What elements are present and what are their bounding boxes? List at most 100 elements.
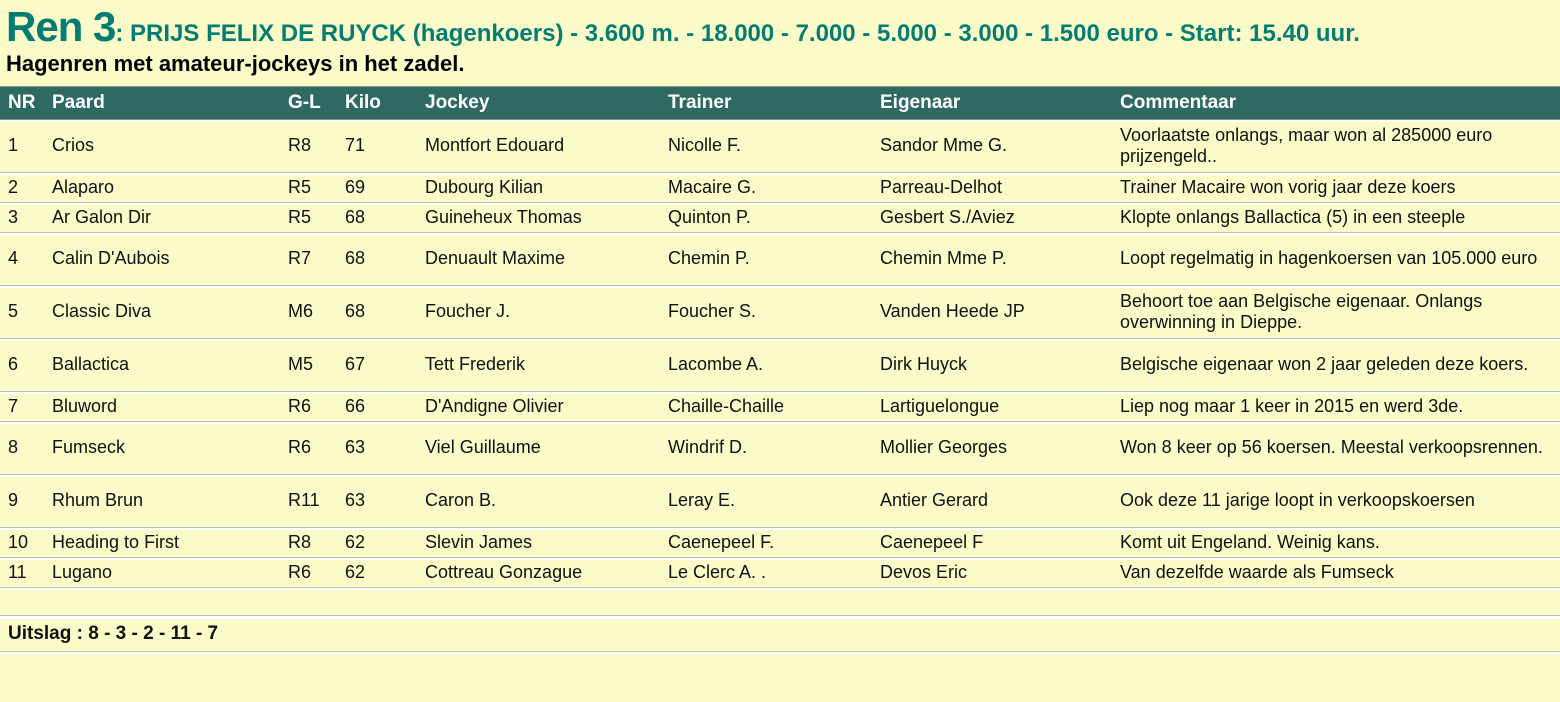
cell-nr: 7 xyxy=(0,391,44,422)
cell-paard: Crios xyxy=(44,119,280,173)
column-header-gl: G-L xyxy=(280,85,337,120)
cell-trainer: Quinton P. xyxy=(660,202,872,233)
table-row: 11 Lugano R6 62 Cottreau Gonzague Le Cle… xyxy=(0,557,1560,588)
cell-eigenaar: Devos Eric xyxy=(872,557,1112,588)
cell-eigenaar: Lartiguelongue xyxy=(872,391,1112,422)
cell-kilo: 68 xyxy=(337,285,417,339)
racecard-table: NR Paard G-L Kilo Jockey Trainer Eigenaa… xyxy=(0,85,1560,662)
table-row: 3 Ar Galon Dir R5 68 Guineheux Thomas Qu… xyxy=(0,202,1560,233)
cell-jockey: Montfort Edouard xyxy=(417,119,660,173)
cell-eigenaar: Gesbert S./Aviez xyxy=(872,202,1112,233)
cell-kilo: 62 xyxy=(337,557,417,588)
cell-nr: 1 xyxy=(0,119,44,173)
cell-kilo: 68 xyxy=(337,232,417,286)
cell-nr: 8 xyxy=(0,421,44,475)
cell-paard: Rhum Brun xyxy=(44,474,280,528)
cell-kilo: 66 xyxy=(337,391,417,422)
result-label: Uitslag : 8 - 3 - 2 - 11 - 7 xyxy=(0,615,1560,652)
cell-gl: R8 xyxy=(280,119,337,173)
table-row: 5 Classic Diva M6 68 Foucher J. Foucher … xyxy=(0,285,1560,339)
cell-paard: Lugano xyxy=(44,557,280,588)
table-row: 2 Alaparo R5 69 Dubourg Kilian Macaire G… xyxy=(0,172,1560,203)
race-number-label: Ren 3 xyxy=(6,3,116,50)
cell-paard: Ar Galon Dir xyxy=(44,202,280,233)
cell-jockey: Denuault Maxime xyxy=(417,232,660,286)
cell-gl: R7 xyxy=(280,232,337,286)
cell-kilo: 67 xyxy=(337,338,417,392)
cell-commentaar: Won 8 keer op 56 koersen. Meestal verkoo… xyxy=(1112,421,1560,475)
table-row: 4 Calin D'Aubois R7 68 Denuault Maxime C… xyxy=(0,232,1560,286)
cell-gl: R5 xyxy=(280,172,337,203)
column-header-jockey: Jockey xyxy=(417,85,660,120)
cell-kilo: 63 xyxy=(337,421,417,475)
race-details: : PRIJS FELIX DE RUYCK (hagenkoers) - 3.… xyxy=(115,20,1360,47)
title-block: Ren 3: PRIJS FELIX DE RUYCK (hagenkoers)… xyxy=(0,0,1560,80)
cell-commentaar: Liep nog maar 1 keer in 2015 en werd 3de… xyxy=(1112,391,1560,422)
cell-commentaar: Belgische eigenaar won 2 jaar geleden de… xyxy=(1112,338,1560,392)
cell-paard: Bluword xyxy=(44,391,280,422)
cell-nr: 11 xyxy=(0,557,44,588)
cell-eigenaar: Vanden Heede JP xyxy=(872,285,1112,339)
cell-kilo: 62 xyxy=(337,527,417,558)
cell-kilo: 71 xyxy=(337,119,417,173)
cell-jockey: Viel Guillaume xyxy=(417,421,660,475)
cell-jockey: Tett Frederik xyxy=(417,338,660,392)
cell-kilo: 68 xyxy=(337,202,417,233)
cell-eigenaar: Caenepeel F xyxy=(872,527,1112,558)
table-row: 8 Fumseck R6 63 Viel Guillaume Windrif D… xyxy=(0,421,1560,475)
table-row: 9 Rhum Brun R11 63 Caron B. Leray E. Ant… xyxy=(0,474,1560,528)
result-row: Uitslag : 8 - 3 - 2 - 11 - 7 xyxy=(0,615,1560,652)
cell-eigenaar: Parreau-Delhot xyxy=(872,172,1112,203)
cell-nr: 4 xyxy=(0,232,44,286)
cell-gl: M5 xyxy=(280,338,337,392)
cell-eigenaar: Chemin Mme P. xyxy=(872,232,1112,286)
cell-nr: 5 xyxy=(0,285,44,339)
cell-jockey: Caron B. xyxy=(417,474,660,528)
cell-eigenaar: Dirk Huyck xyxy=(872,338,1112,392)
cell-nr: 10 xyxy=(0,527,44,558)
cell-trainer: Macaire G. xyxy=(660,172,872,203)
cell-commentaar: Van dezelfde waarde als Fumseck xyxy=(1112,557,1560,588)
cell-jockey: Cottreau Gonzague xyxy=(417,557,660,588)
empty-row xyxy=(0,651,1560,661)
cell-jockey: Slevin James xyxy=(417,527,660,558)
cell-commentaar: Trainer Macaire won vorig jaar deze koer… xyxy=(1112,172,1560,203)
cell-trainer: Chaille-Chaille xyxy=(660,391,872,422)
cell-eigenaar: Sandor Mme G. xyxy=(872,119,1112,173)
cell-kilo: 69 xyxy=(337,172,417,203)
cell-nr: 6 xyxy=(0,338,44,392)
column-header-commentaar: Commentaar xyxy=(1112,85,1560,120)
cell-paard: Classic Diva xyxy=(44,285,280,339)
cell-trainer: Leray E. xyxy=(660,474,872,528)
cell-trainer: Lacombe A. xyxy=(660,338,872,392)
cell-gl: M6 xyxy=(280,285,337,339)
cell-gl: R6 xyxy=(280,391,337,422)
cell-paard: Alaparo xyxy=(44,172,280,203)
cell-nr: 2 xyxy=(0,172,44,203)
cell-trainer: Le Clerc A. . xyxy=(660,557,872,588)
empty-row xyxy=(0,587,1560,616)
cell-trainer: Nicolle F. xyxy=(660,119,872,173)
cell-jockey: Dubourg Kilian xyxy=(417,172,660,203)
race-subtitle: Hagenren met amateur-jockeys in het zade… xyxy=(6,51,465,77)
cell-nr: 9 xyxy=(0,474,44,528)
table-row: 10 Heading to First R8 62 Slevin James C… xyxy=(0,527,1560,558)
cell-jockey: Guineheux Thomas xyxy=(417,202,660,233)
cell-gl: R8 xyxy=(280,527,337,558)
column-header-paard: Paard xyxy=(44,85,280,120)
cell-gl: R5 xyxy=(280,202,337,233)
cell-eigenaar: Mollier Georges xyxy=(872,421,1112,475)
cell-commentaar: Loopt regelmatig in hagenkoersen van 105… xyxy=(1112,232,1560,286)
cell-gl: R6 xyxy=(280,421,337,475)
cell-paard: Heading to First xyxy=(44,527,280,558)
cell-eigenaar: Antier Gerard xyxy=(872,474,1112,528)
column-header-kilo: Kilo xyxy=(337,85,417,120)
cell-jockey: Foucher J. xyxy=(417,285,660,339)
cell-nr: 3 xyxy=(0,202,44,233)
column-header-trainer: Trainer xyxy=(660,85,872,120)
cell-paard: Fumseck xyxy=(44,421,280,475)
table-row: 7 Bluword R6 66 D'Andigne Olivier Chaill… xyxy=(0,391,1560,422)
cell-paard: Calin D'Aubois xyxy=(44,232,280,286)
table-row: 1 Crios R8 71 Montfort Edouard Nicolle F… xyxy=(0,119,1560,173)
column-header-eigenaar: Eigenaar xyxy=(872,85,1112,120)
